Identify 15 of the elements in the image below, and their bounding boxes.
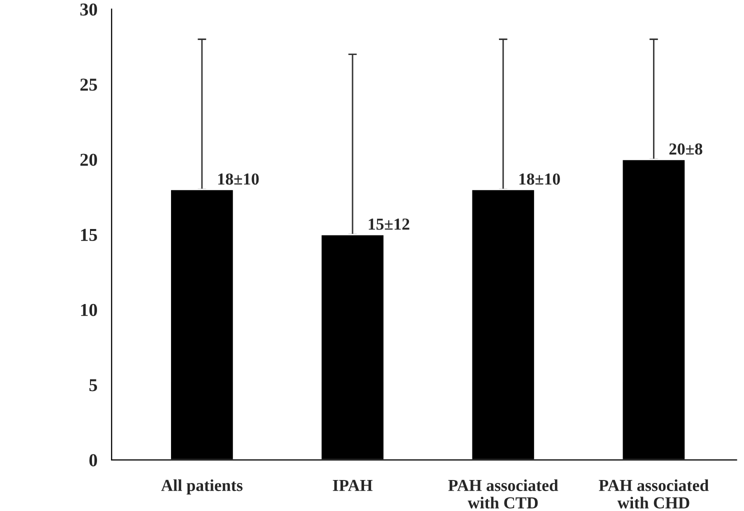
y-tick-label: 5 [89,379,98,392]
data-label: 15±12 [368,218,410,230]
y-tick-label: 20 [80,154,98,166]
x-tick-label: All patients [161,479,243,494]
x-tick-label: PAH associated with CHD [598,479,709,508]
y-tick-label: 0 [89,454,98,466]
data-label: 18±10 [218,173,259,185]
y-tick-label: 30 [80,3,98,16]
y-tick-label: 10 [81,304,98,316]
y-tick-label: 25 [80,78,98,91]
x-tick-label: PAH associated with CTD [448,479,558,508]
data-label: 18±10 [519,173,560,185]
data-label: 20±8 [669,143,702,155]
x-tick-label: IPAH [332,480,372,491]
y-tick-label: 15 [81,228,98,241]
